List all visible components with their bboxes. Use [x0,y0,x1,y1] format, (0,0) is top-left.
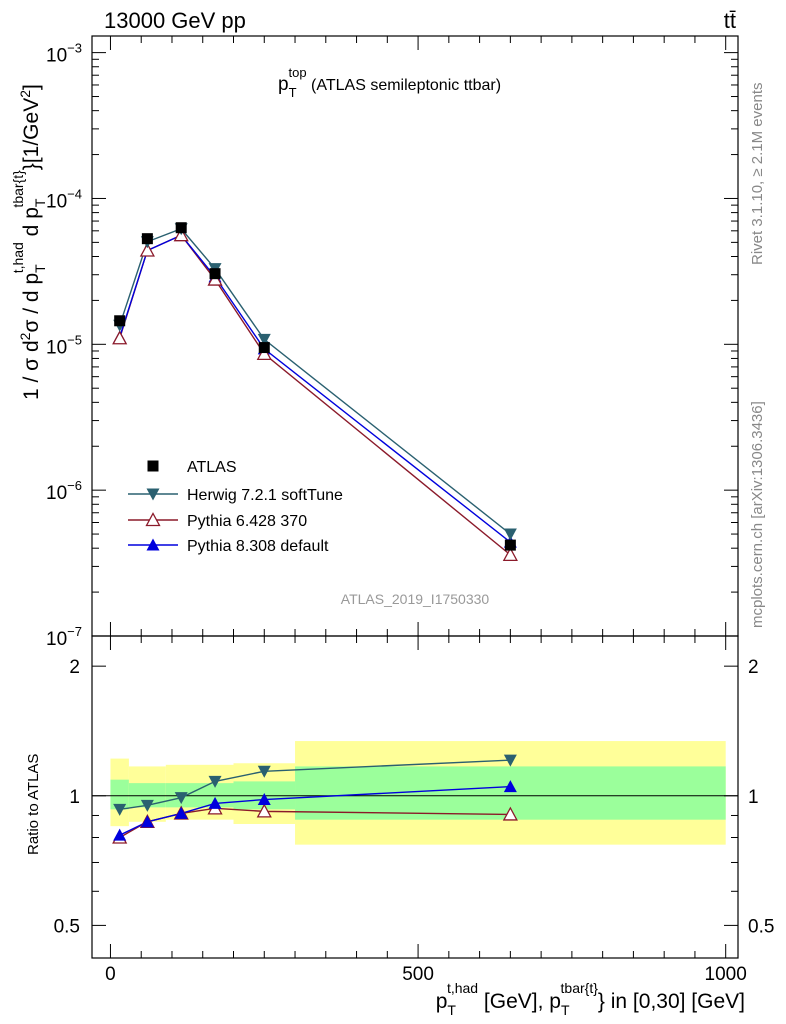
process-label: tt̄ [724,8,736,33]
title-rest: (ATLAS semileptonic ttbar) [307,77,501,94]
band-inner [110,779,129,810]
ratio-y-tick-label: 2 [69,657,80,678]
main-point-pythia6 [139,242,155,257]
plot-title: pTtop (ATLAS semileptonic ttbar) [278,65,501,100]
ratio-y-tick-label: 0.5 [54,916,80,937]
legend-marker-pythia8 [146,538,160,551]
title-sub: T [289,85,297,100]
ratio-point-herwig [257,765,271,778]
main-y-tick-label: 10−5 [46,332,82,358]
rivet-label: Rivet 3.1.10, ≥ 2.1M events [749,83,766,266]
main-point-pythia6 [256,345,272,361]
main-y-tick-label: 10−4 [46,186,82,212]
energy-label: 13000 GeV pp [104,8,246,33]
ratio-series [112,754,518,844]
main-point-data [114,315,126,327]
legend-marker-data [147,460,159,472]
main-ylabel: 1 / σ d2σ / d pTt,had d pTtbar{t}}[1/GeV… [10,84,48,400]
ratio-ylabel: Ratio to ATLAS [25,754,42,855]
main-line-pythia6 [119,234,511,556]
ratio-y-tick-label-right: 0.5 [748,916,774,937]
legend-marker-herwig [146,488,160,501]
ratio-frame [91,635,739,959]
ratio-point-herwig [174,792,188,805]
title-sup: top [289,65,307,80]
ratio-y-tick-label-right: 1 [748,787,759,808]
main-series [112,222,518,562]
ratio-point-pythia8 [257,793,271,806]
main-point-data [209,268,221,280]
ratio-point-pythia6 [256,803,272,818]
legend-marker-pythia6 [145,512,161,527]
ratio-uncertainty-bands [110,741,726,845]
ratio-xlabel: pTt,had [GeV], pTtbar{t}} in [0,30] [GeV… [436,980,745,1018]
legend: ATLAS Herwig 7.2.1 softTune Pythia 6.428 3… [128,459,343,555]
main-line-pythia8 [119,234,511,543]
ratio-point-herwig [503,754,517,767]
main-point-data [504,539,516,551]
title-main: p [278,74,289,95]
mcplots-label: mcplots.cern.ch [arXiv:1306.3436] [749,401,766,628]
main-panel: 10−7 10−6 10−5 10−4 10−3 pTtop (ATLAS semile… [10,35,739,650]
ratio-y-tick-label-right: 2 [748,657,759,678]
ratio-line-herwig [119,759,511,811]
ratio-point-pythia8 [140,815,154,828]
ratio-x-tick-label: 0 [105,964,116,985]
ratio-point-pythia8 [113,828,127,841]
main-point-herwig [503,528,517,541]
ratio-x-tick-label: 500 [402,964,434,985]
ratio-point-pythia8 [174,806,188,819]
ratio-y-tick-label: 1 [69,787,80,808]
ratio-point-herwig [208,775,222,788]
legend-label-pythia8: Pythia 8.308 default [187,538,329,555]
main-point-herwig [257,333,271,346]
legend-label-pythia6: Pythia 6.428 370 [187,513,307,530]
main-point-pythia6 [112,330,128,345]
ratio-point-pythia8 [503,780,517,793]
ratio-axis-ticks: 0.5 0.5 1 1 2 2 0 500 1000 [54,636,774,985]
ratio-panel: 0.5 0.5 1 1 2 2 0 500 1000 Ratio to ATLAS pTt,ha… [25,635,774,1018]
main-axis-ticks: 10−7 10−6 10−5 10−4 10−3 [46,36,738,650]
main-point-data [175,222,187,234]
ratio-point-pythia6 [502,806,518,821]
legend-label-data: ATLAS [187,459,237,476]
ratio-point-pythia8 [208,796,222,809]
band-inner [165,783,234,808]
main-y-tick-label: 10−6 [46,478,82,504]
ratio-x-tick-label: 1000 [705,964,747,985]
ratio-point-herwig [113,803,127,816]
analysis-watermark: ATLAS_2019_I1750330 [341,591,490,607]
main-point-data [141,233,153,245]
ratio-point-herwig [140,799,154,812]
main-point-pythia6 [502,547,518,562]
main-y-tick-label: 10−3 [46,41,82,67]
main-y-tick-label: 10−7 [46,624,82,650]
legend-label-herwig: Herwig 7.2.1 softTune [187,487,343,504]
main-point-data [258,342,270,354]
